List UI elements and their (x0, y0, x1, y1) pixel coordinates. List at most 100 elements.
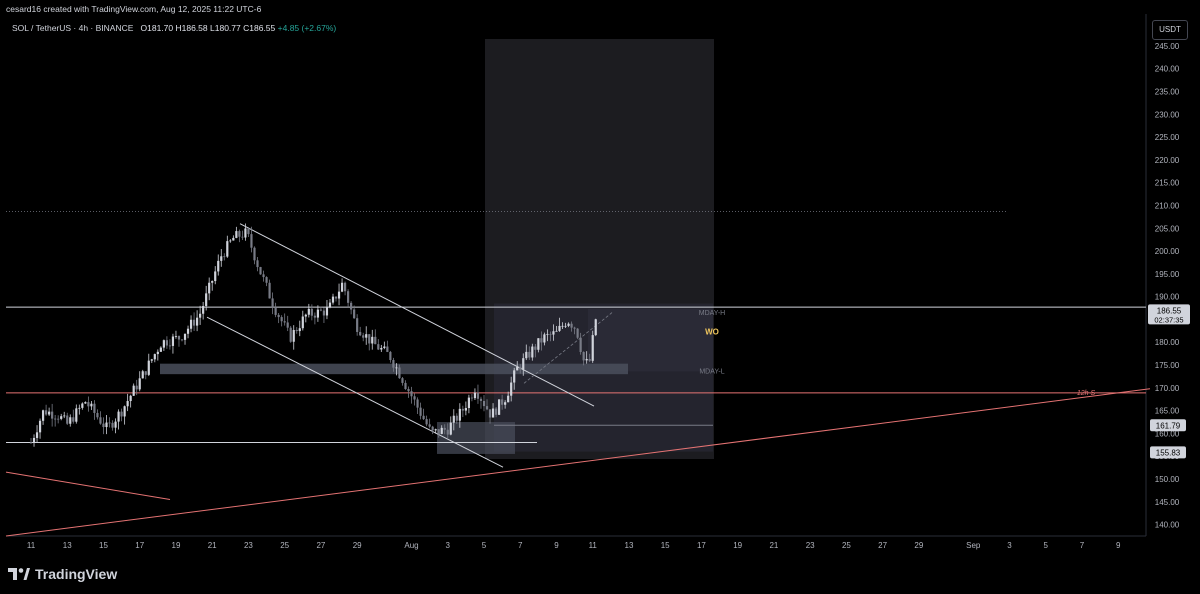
x-tick-label: 17 (135, 541, 144, 550)
candle-body (223, 256, 226, 258)
candle-body (295, 329, 298, 332)
candle-body (443, 427, 446, 430)
candle-body (383, 346, 386, 348)
price-badge-value: 161.79 (1156, 421, 1181, 430)
legend-change: +4.85 (+2.67%) (277, 23, 337, 33)
candle-body (440, 427, 443, 434)
candle-body (588, 358, 591, 361)
candle-body (268, 282, 271, 299)
candle-body (395, 367, 398, 369)
candle-body (162, 340, 165, 348)
x-tick-label: 21 (208, 541, 217, 550)
candle-body (244, 228, 247, 238)
currency-unit-button[interactable]: USDT (1152, 20, 1188, 40)
x-tick-label: 11 (27, 541, 36, 550)
candle-body (81, 403, 84, 408)
candle-body (208, 282, 211, 294)
candle-body (298, 328, 301, 332)
candle-body (513, 370, 516, 383)
candle-body (310, 308, 313, 316)
y-tick-label: 140.00 (1155, 521, 1180, 530)
candle-body (147, 360, 150, 375)
candle-body (407, 389, 410, 392)
legend-high: H186.58 (175, 23, 208, 33)
candle-body (262, 274, 265, 278)
candle-body (428, 424, 431, 427)
candle-body (144, 371, 147, 375)
candle-body (455, 415, 458, 421)
x-tick-label: Sep (966, 541, 981, 550)
candle-body (217, 260, 220, 272)
candle-body (265, 277, 268, 283)
candle-body (126, 401, 129, 407)
candle-body (501, 399, 504, 405)
candle-body (132, 385, 135, 396)
candle-body (120, 411, 123, 417)
candle-body (156, 351, 159, 355)
candle-body (425, 419, 428, 425)
y-tick-label: 220.00 (1155, 156, 1180, 165)
y-tick-label: 240.00 (1155, 65, 1180, 74)
x-tick-label: 3 (1007, 541, 1012, 550)
candle-body (277, 314, 280, 318)
price-badge (1150, 446, 1186, 459)
candle-body (537, 338, 540, 350)
level-label: MDAY-H (699, 310, 725, 317)
x-tick-label: 13 (63, 541, 72, 550)
candle-body (479, 398, 483, 401)
x-tick-label: 19 (733, 541, 742, 550)
candle-body (168, 345, 172, 347)
candle-body (111, 422, 114, 428)
x-tick-label: 9 (554, 541, 559, 550)
candle-body (573, 327, 576, 329)
candle-body (259, 267, 262, 275)
candle-body (256, 260, 259, 268)
candle-body (362, 335, 365, 338)
candle-body (159, 347, 162, 352)
mday-box (588, 308, 713, 372)
support-zone (437, 422, 515, 454)
x-tick-label: 27 (316, 541, 325, 550)
demand-zone (160, 363, 628, 375)
candle-body (576, 328, 579, 338)
tradingview-logo-icon (8, 568, 30, 580)
candle-body (180, 339, 184, 341)
candle-body (404, 382, 407, 390)
candle-body (334, 296, 338, 299)
candle-body (90, 403, 93, 407)
candle-body (531, 346, 534, 358)
last-price-badge (1148, 304, 1190, 325)
candle-body (476, 392, 480, 399)
candle-body (482, 400, 486, 407)
candle-body (99, 417, 102, 424)
candle-body (214, 271, 217, 282)
legend-open: O181.70 (140, 23, 174, 33)
legend-symbol[interactable]: SOL / TetherUS · 4h · BINANCE (12, 23, 134, 33)
candle-body (247, 228, 250, 235)
candle-body (419, 407, 422, 416)
candle-body (555, 330, 558, 332)
candle-body (96, 412, 99, 418)
candle-body (189, 319, 193, 329)
candle-body (153, 354, 156, 360)
tradingview-logo[interactable]: TradingView (8, 566, 117, 582)
y-tick-label: 190.00 (1155, 293, 1180, 302)
candle-body (494, 408, 498, 415)
candle-body (319, 309, 323, 311)
candle-body (241, 236, 244, 238)
candle-body (51, 411, 54, 419)
candle-body (594, 319, 597, 336)
candle-body (250, 234, 253, 248)
y-tick-label: 180.00 (1155, 338, 1180, 347)
price-badge-value: 155.83 (1156, 448, 1181, 457)
candle-body (84, 402, 87, 404)
candle-body (45, 410, 48, 415)
candle-body (413, 396, 416, 400)
candle-body (386, 346, 389, 352)
candle-body (286, 322, 289, 328)
candle-body (177, 336, 181, 340)
y-tick-label: 195.00 (1155, 270, 1180, 279)
x-tick-label: 21 (769, 541, 778, 550)
candle-body (196, 317, 199, 326)
